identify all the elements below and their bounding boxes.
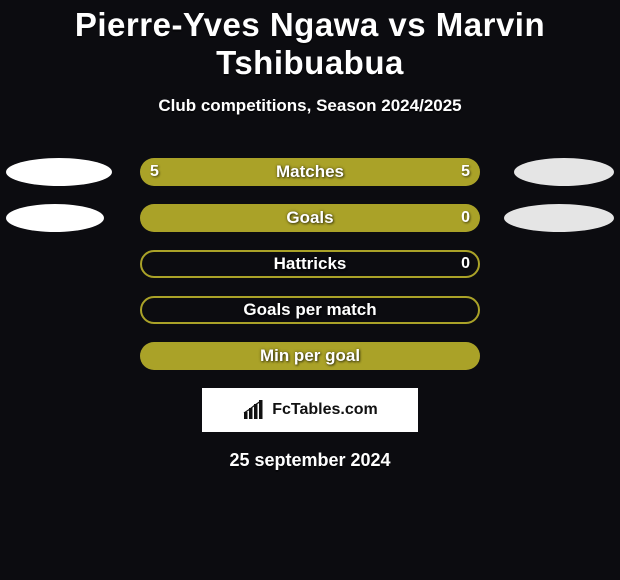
stat-value-right: 5: [461, 158, 470, 186]
stat-row: Matches55: [0, 158, 620, 186]
team-badge-left: [6, 158, 112, 186]
stat-bar-fill-right: [310, 158, 480, 186]
site-logo: FcTables.com: [202, 388, 418, 432]
logo-text: FcTables.com: [272, 401, 378, 419]
stat-value-right: 0: [461, 250, 470, 278]
team-badge-right: [504, 204, 614, 232]
stat-bar-fill-left: [140, 158, 310, 186]
team-badge-left: [6, 204, 104, 232]
stat-bar-track: [140, 342, 480, 370]
bar-chart-icon: [242, 400, 268, 420]
stat-bar-track: [140, 204, 480, 232]
stat-value-right: 0: [461, 204, 470, 232]
stat-row: Goals per match: [0, 296, 620, 324]
page-title: Pierre-Yves Ngawa vs Marvin Tshibuabua: [0, 0, 620, 82]
stat-bar-track: [140, 158, 480, 186]
stat-bar-fill-left: [140, 342, 480, 370]
stat-bar-fill-left: [140, 204, 480, 232]
comparison-rows: Matches55Goals0Hattricks0Goals per match…: [0, 158, 620, 370]
subtitle: Club competitions, Season 2024/2025: [0, 96, 620, 116]
comparison-infographic: Pierre-Yves Ngawa vs Marvin Tshibuabua C…: [0, 0, 620, 580]
stat-row: Min per goal: [0, 342, 620, 370]
date-label: 25 september 2024: [0, 450, 620, 471]
stat-bar-track: [140, 250, 480, 278]
stat-value-left: 5: [150, 158, 159, 186]
stat-bar-track: [140, 296, 480, 324]
team-badge-right: [514, 158, 614, 186]
stat-row: Hattricks0: [0, 250, 620, 278]
stat-row: Goals0: [0, 204, 620, 232]
